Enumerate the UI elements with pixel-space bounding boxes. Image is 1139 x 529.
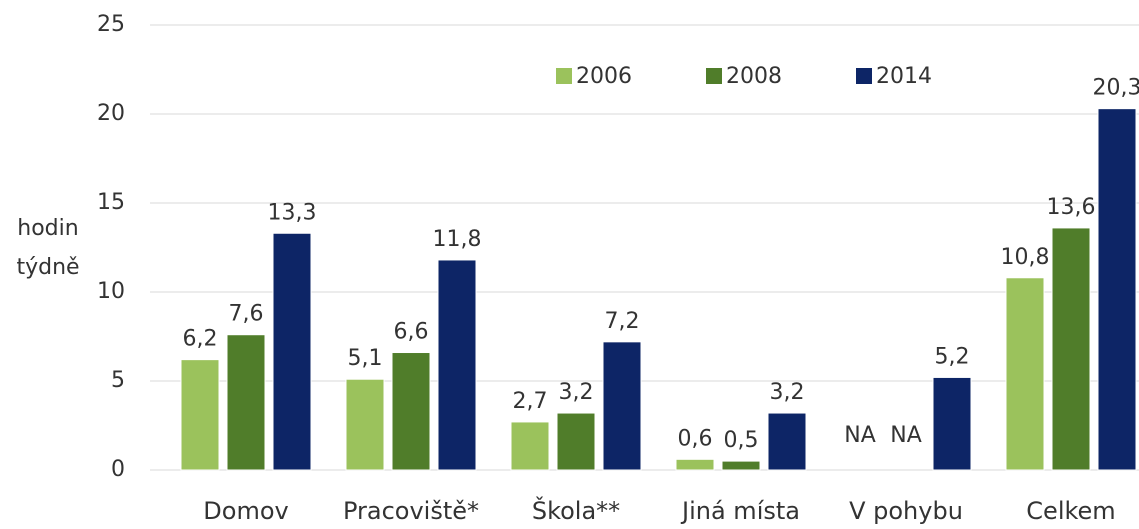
- data-label: NA: [890, 423, 922, 448]
- y-axis-label: týdně: [16, 255, 79, 280]
- legend-swatch: [856, 68, 872, 84]
- bar: [1005, 277, 1045, 471]
- data-label: 11,8: [433, 227, 482, 252]
- data-label: 5,2: [935, 344, 970, 369]
- bar: [180, 359, 220, 471]
- data-label: 6,6: [394, 320, 429, 345]
- bar: [345, 378, 385, 471]
- data-label: 20,3: [1093, 76, 1139, 101]
- y-tick-label: 0: [111, 457, 125, 482]
- data-label: NA: [844, 423, 876, 448]
- data-label: 7,6: [229, 302, 264, 327]
- bar: [1097, 108, 1137, 471]
- x-tick-label: Pracoviště*: [343, 497, 479, 525]
- y-tick-label: 5: [111, 368, 125, 393]
- y-tick-label: 15: [97, 190, 125, 215]
- data-label: 6,2: [183, 327, 218, 352]
- y-axis-label: hodin: [17, 216, 78, 241]
- x-tick-label: Domov: [203, 497, 288, 525]
- x-tick-label: Jiná místa: [680, 497, 800, 525]
- legend-label: 2014: [876, 64, 932, 89]
- data-label: 10,8: [1001, 245, 1050, 270]
- data-label: 7,2: [605, 309, 640, 334]
- bar: [721, 460, 761, 471]
- data-label: 3,2: [559, 380, 594, 405]
- data-label: 13,6: [1047, 195, 1096, 220]
- bar: [1051, 227, 1091, 471]
- bar: [391, 352, 431, 471]
- legend-label: 2006: [576, 64, 632, 89]
- legend-label: 2008: [726, 64, 782, 89]
- x-tick-label: Celkem: [1026, 497, 1115, 525]
- y-tick-label: 25: [97, 12, 125, 37]
- data-label: 0,6: [678, 426, 713, 451]
- bar: [226, 334, 266, 471]
- bar: [767, 412, 807, 471]
- bar: [556, 412, 596, 471]
- bar: [602, 341, 642, 471]
- bar: [437, 259, 477, 471]
- x-tick-label: Škola**: [532, 495, 620, 525]
- data-label: 2,7: [513, 389, 548, 414]
- y-tick-label: 10: [97, 279, 125, 304]
- legend-swatch: [706, 68, 722, 84]
- bar: [675, 458, 715, 471]
- data-label: 5,1: [348, 346, 383, 371]
- bar: [932, 376, 972, 471]
- bar: [510, 421, 550, 471]
- x-tick-label: V pohybu: [849, 497, 963, 525]
- bar: [272, 232, 312, 471]
- data-label: 0,5: [724, 428, 759, 453]
- legend-swatch: [556, 68, 572, 84]
- data-label: 13,3: [268, 200, 317, 225]
- y-tick-label: 20: [97, 101, 125, 126]
- data-label: 3,2: [770, 380, 805, 405]
